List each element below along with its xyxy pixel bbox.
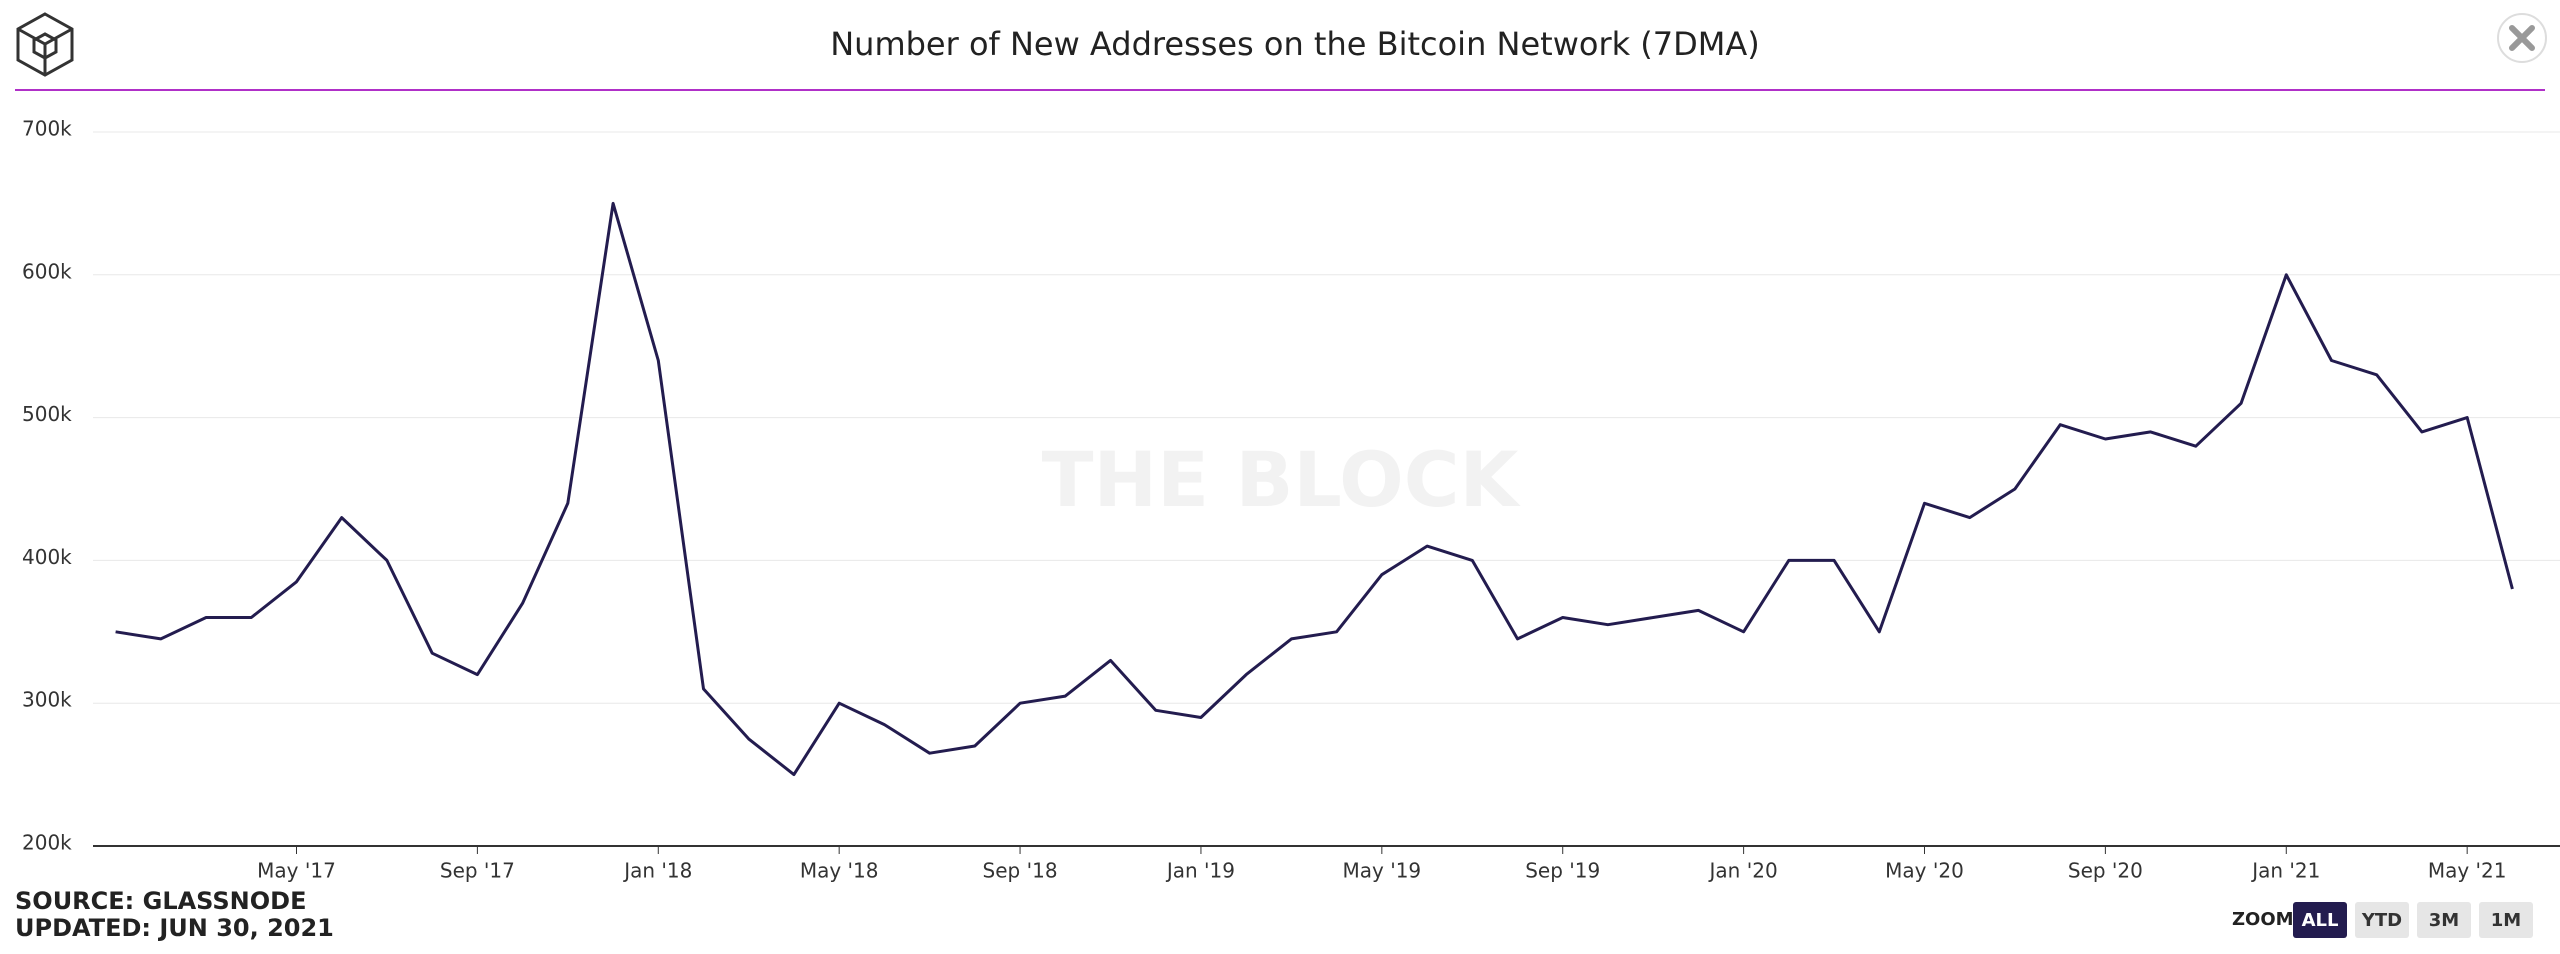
zoom-button[interactable]: 3M [2417, 902, 2471, 938]
x-tick-label: Sep '17 [440, 859, 515, 883]
y-tick-label: 700k [22, 117, 72, 141]
zoom-button-label: YTD [2361, 910, 2402, 931]
x-tick-label: Jan '21 [2250, 859, 2320, 883]
zoom-button-bg [2417, 902, 2471, 938]
zoom-button-bg [2293, 902, 2347, 938]
y-tick-label: 200k [22, 831, 72, 855]
zoom-button-label: 1M [2491, 910, 2521, 931]
zoom-button-label: 3M [2429, 910, 2459, 931]
zoom-button-bg [2479, 902, 2533, 938]
x-tick-label: May '21 [2428, 859, 2507, 883]
x-tick-label: Jan '19 [1165, 859, 1235, 883]
data-line [115, 201, 2514, 777]
x-tick-label: May '18 [800, 859, 879, 883]
x-tick-label: Jan '18 [622, 859, 692, 883]
zoom-button[interactable]: ALL [2293, 902, 2347, 938]
x-tick-label: Jan '20 [1708, 859, 1778, 883]
x-tick-label: May '17 [257, 859, 336, 883]
y-tick-label: 600k [22, 259, 72, 283]
x-tick-label: May '20 [1885, 859, 1964, 883]
x-tick-label: Sep '18 [983, 859, 1058, 883]
chart-title: Number of New Addresses on the Bitcoin N… [830, 25, 1760, 63]
y-tick-label: 300k [22, 688, 72, 712]
logo [16, 12, 74, 77]
source: SOURCE: GLASSNODE [15, 887, 306, 915]
zoom-button[interactable]: YTD [2355, 902, 2409, 938]
y-tick-label: 500k [22, 402, 72, 426]
x-tick-label: May '19 [1343, 859, 1422, 883]
y-tick-label: 400k [22, 545, 72, 569]
close-button[interactable] [2497, 13, 2547, 63]
zoom-button-bg [2355, 902, 2409, 938]
updated: UPDATED: JUN 30, 2021 [15, 914, 334, 942]
x-tick-label: Sep '19 [1525, 859, 1600, 883]
zoom-button-label: ALL [2302, 910, 2339, 931]
zoom-button[interactable]: 1M [2479, 902, 2533, 938]
x-tick-label: Sep '20 [2068, 859, 2143, 883]
zoom-label: ZOOM [2232, 909, 2294, 930]
watermark: THE BLOCK [1042, 435, 1522, 524]
